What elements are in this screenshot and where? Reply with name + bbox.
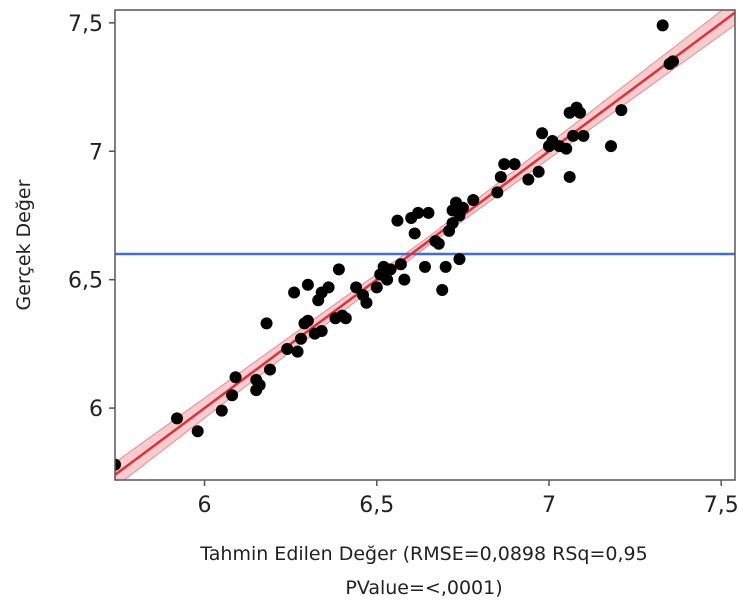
data-point bbox=[253, 378, 266, 391]
data-point bbox=[315, 325, 328, 338]
fit-line bbox=[115, 11, 735, 476]
data-point bbox=[408, 227, 421, 240]
y-axis-ticks: 6 6,5 7 7,5 bbox=[68, 12, 115, 422]
data-point bbox=[605, 140, 617, 153]
data-point bbox=[615, 104, 628, 117]
data-point bbox=[567, 129, 580, 142]
data-point bbox=[115, 458, 121, 471]
data-point bbox=[491, 186, 504, 199]
data-point bbox=[226, 389, 239, 402]
data-point bbox=[563, 170, 576, 183]
data-point bbox=[577, 129, 590, 142]
x-axis-ticks: 6 6,5 7 7,5 bbox=[198, 480, 739, 518]
data-point bbox=[456, 201, 469, 214]
data-point bbox=[339, 312, 352, 325]
x-tick-label: 6 bbox=[198, 493, 212, 518]
data-point bbox=[332, 263, 345, 276]
data-point bbox=[446, 217, 459, 230]
data-point bbox=[295, 332, 307, 345]
data-point bbox=[391, 214, 404, 227]
data-point bbox=[291, 345, 304, 358]
data-point bbox=[436, 283, 449, 296]
data-point bbox=[171, 412, 183, 425]
data-point bbox=[264, 363, 276, 376]
y-axis-title: Gerçek Değer bbox=[13, 179, 35, 310]
data-point bbox=[667, 55, 679, 68]
data-point bbox=[384, 263, 397, 276]
y-tick-label: 6,5 bbox=[68, 269, 103, 294]
data-point bbox=[432, 237, 445, 250]
data-point bbox=[412, 206, 425, 219]
y-tick-label: 6 bbox=[89, 397, 103, 422]
data-point bbox=[422, 206, 435, 219]
x-axis-title-line2: PValue=<,0001) bbox=[345, 577, 502, 599]
data-point bbox=[560, 142, 573, 155]
data-point bbox=[260, 317, 273, 330]
x-tick-label: 6,5 bbox=[359, 493, 394, 518]
data-point bbox=[301, 278, 314, 291]
data-point bbox=[281, 343, 294, 356]
data-points bbox=[115, 19, 679, 471]
data-point bbox=[350, 281, 363, 294]
data-point bbox=[656, 19, 669, 32]
plot-frame bbox=[114, 9, 736, 481]
data-point bbox=[536, 127, 549, 140]
data-point bbox=[301, 314, 314, 327]
data-point bbox=[467, 194, 480, 207]
data-point bbox=[453, 253, 466, 266]
data-point bbox=[360, 296, 373, 309]
data-point bbox=[381, 273, 394, 286]
y-tick-label: 7,5 bbox=[68, 12, 103, 37]
data-point bbox=[498, 158, 511, 171]
data-point bbox=[508, 158, 521, 171]
x-axis-title-line1: Tahmin Edilen Değer (RMSE=0,0898 RSq=0,9… bbox=[199, 543, 647, 565]
data-point bbox=[191, 425, 204, 438]
data-point bbox=[522, 173, 535, 186]
data-point bbox=[439, 260, 452, 273]
data-point bbox=[574, 106, 586, 119]
data-point bbox=[322, 281, 335, 294]
data-point bbox=[215, 404, 228, 417]
x-tick-label: 7 bbox=[542, 493, 556, 518]
y-tick-label: 7 bbox=[89, 140, 103, 165]
data-point bbox=[532, 165, 545, 178]
data-point bbox=[394, 258, 407, 271]
x-tick-label: 7,5 bbox=[704, 493, 739, 518]
data-point bbox=[288, 286, 301, 299]
data-point bbox=[370, 281, 383, 294]
data-point bbox=[229, 371, 242, 384]
data-point bbox=[419, 260, 431, 273]
data-point bbox=[398, 273, 411, 286]
data-point bbox=[494, 170, 507, 183]
